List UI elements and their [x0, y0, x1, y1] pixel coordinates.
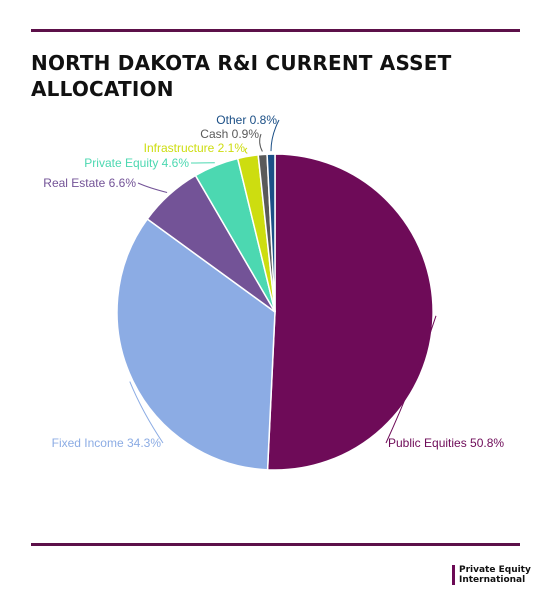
logo-line-1: Private Equity: [459, 565, 531, 575]
slice-label-private-equity: Private Equity 4.6%: [84, 156, 189, 170]
pie-chart: Public Equities 50.8% Fixed Income 34.3% R…: [43, 113, 504, 471]
logo-line-2: International: [459, 575, 526, 585]
pie-slice-public-equities: [266, 153, 434, 471]
pie-slice-fixed-income: [116, 217, 276, 471]
leader-line-other: [270, 119, 280, 152]
leader-line-fixed-income: [129, 381, 164, 444]
slice-label-cash: Cash 0.9%: [200, 127, 259, 141]
bottom-rule: [31, 543, 520, 546]
leader-line-public-equities: [385, 315, 437, 444]
slice-label-infrastructure: Infrastructure 2.1%: [144, 141, 246, 155]
pie-slice-other: [266, 153, 276, 313]
chart-title: NORTH DAKOTA R&I CURRENT ASSET ALLOCATIO…: [31, 51, 452, 101]
slice-label-public-equities: Public Equities 50.8%: [388, 436, 504, 450]
slice-label-fixed-income: Fixed Income 34.3%: [52, 436, 162, 450]
leader-line-cash: [259, 133, 263, 152]
slice-label-other: Other 0.8%: [216, 113, 277, 127]
leader-line-infrastructure: [244, 147, 248, 154]
slice-label-real-estate: Real Estate 6.6%: [43, 176, 136, 190]
leader-line-real-estate: [137, 182, 168, 193]
top-rule: [31, 29, 520, 32]
publisher-logo: Private Equity International: [452, 565, 531, 585]
